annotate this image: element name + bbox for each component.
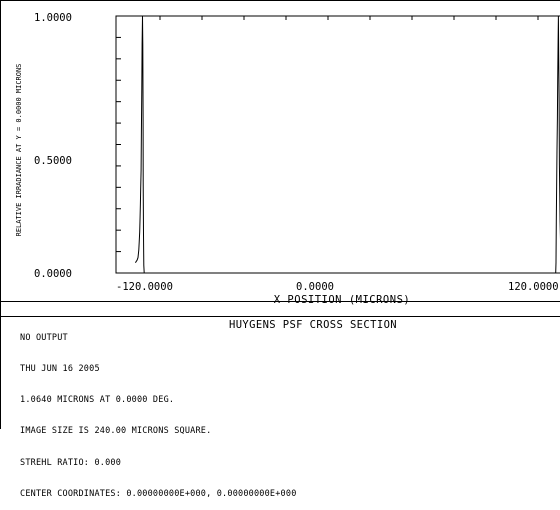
y-tick-label-top: 1.0000 xyxy=(34,12,72,24)
y-tick-label-mid: 0.5000 xyxy=(34,155,72,167)
caption-line: 1.0640 MICRONS AT 0.0000 DEG. xyxy=(20,395,297,405)
caption-line: CENTER COORDINATES: 0.00000000E+000, 0.0… xyxy=(20,489,297,499)
caption-line: NO OUTPUT xyxy=(20,333,297,343)
caption-line: STREHL RATIO: 0.000 xyxy=(20,458,297,468)
x-tick-label-center: 0.0000 xyxy=(296,281,334,293)
series-layer xyxy=(135,16,560,273)
y-tick-label-bottom: 0.0000 xyxy=(34,268,72,280)
series-line-1 xyxy=(135,16,147,273)
plot-border xyxy=(116,16,560,273)
plot-area xyxy=(116,16,560,273)
caption-line: THU JUN 16 2005 xyxy=(20,364,297,374)
x-tick-label-right: 120.0000 xyxy=(508,281,559,293)
tick-marks xyxy=(116,16,538,273)
y-axis-label: RELATIVE IRRADIANCE AT Y = 0.0000 MICRON… xyxy=(15,64,23,237)
series-line-2 xyxy=(553,16,560,273)
caption-text-block: NO OUTPUT THU JUN 16 2005 1.0640 MICRONS… xyxy=(20,312,297,510)
x-axis-label: X POSITION (MICRONS) xyxy=(274,294,410,306)
caption-line: IMAGE SIZE IS 240.00 MICRONS SQUARE. xyxy=(20,426,297,436)
x-tick-label-left: -120.0000 xyxy=(116,281,173,293)
